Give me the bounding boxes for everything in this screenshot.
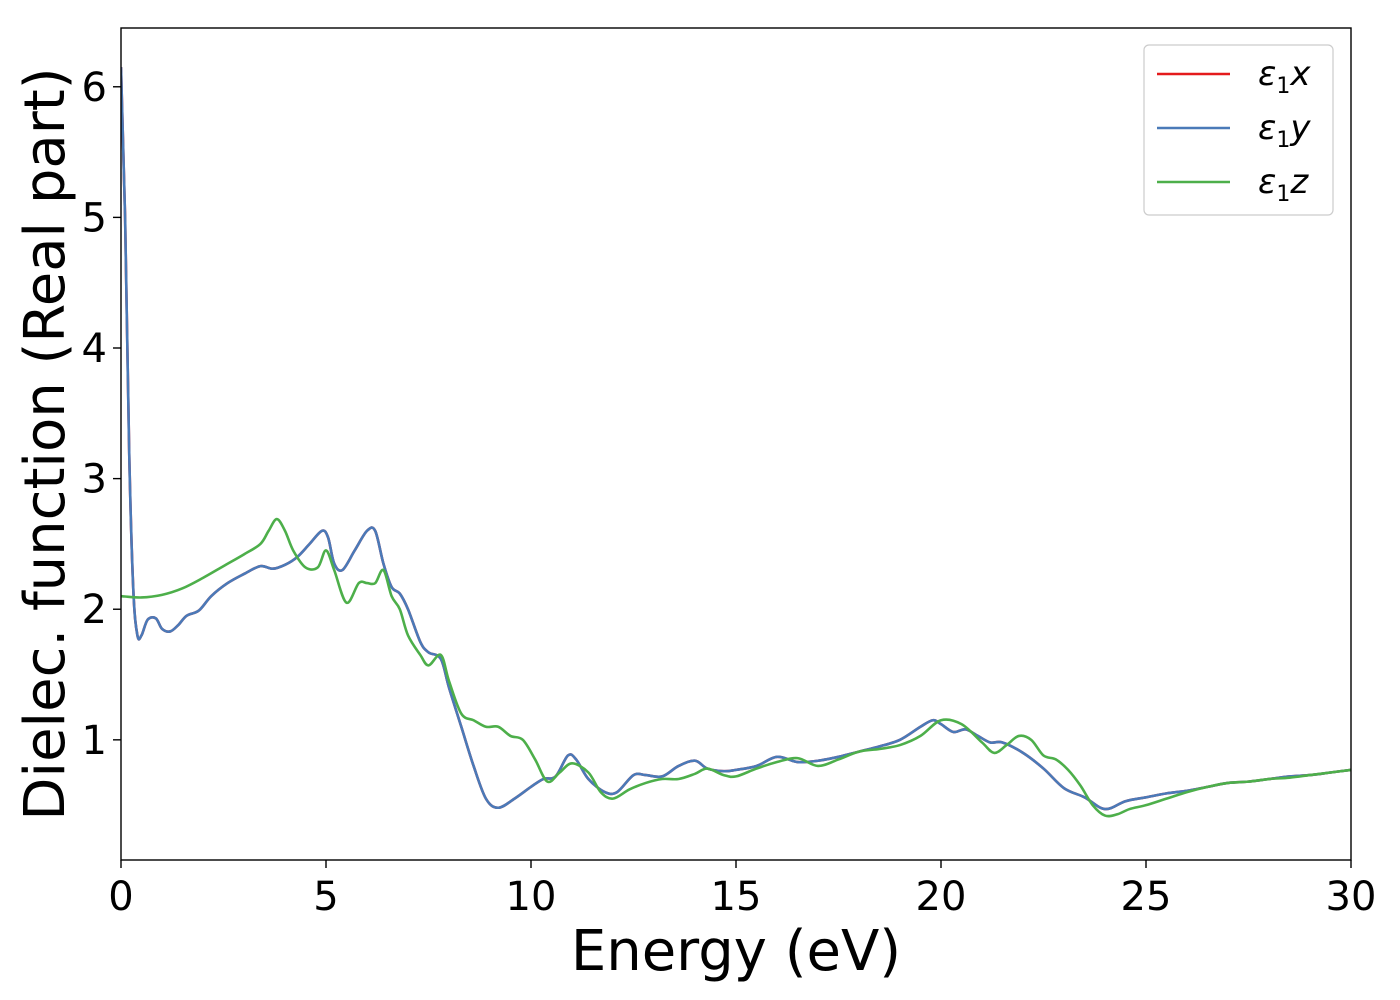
legend: ε1x ε1y ε1z (1143, 44, 1334, 216)
legend-label-z: ε1z (1258, 162, 1309, 207)
x-tick-label: 5 (313, 874, 338, 920)
x-tick-label: 20 (916, 874, 967, 920)
y-tick-label: 1 (82, 718, 107, 764)
x-tick-label: 0 (108, 874, 133, 920)
legend-label-x: ε1x (1258, 54, 1311, 99)
x-tick-label: 30 (1326, 874, 1377, 920)
x-axis: 0 5 10 15 20 25 30 (108, 860, 1376, 920)
legend-box (1143, 44, 1334, 216)
y-axis: 1 2 3 4 5 6 (82, 65, 121, 764)
x-tick-label: 15 (711, 874, 762, 920)
series-layer (121, 67, 1351, 818)
y-tick-label: 3 (82, 457, 107, 503)
y-tick-label: 5 (82, 195, 107, 241)
y-tick-label: 2 (82, 587, 107, 633)
y-tick-label: 4 (82, 326, 107, 372)
legend-label-y: ε1y (1258, 108, 1311, 153)
x-tick-label: 10 (506, 874, 557, 920)
y-axis-label: Dielec. function (Real part) (13, 67, 78, 820)
y-tick-label: 6 (82, 65, 107, 111)
series-line-z (121, 517, 1351, 818)
x-axis-label: Energy (eV) (571, 919, 901, 984)
series-line-y (121, 67, 1351, 811)
x-tick-label: 25 (1121, 874, 1172, 920)
